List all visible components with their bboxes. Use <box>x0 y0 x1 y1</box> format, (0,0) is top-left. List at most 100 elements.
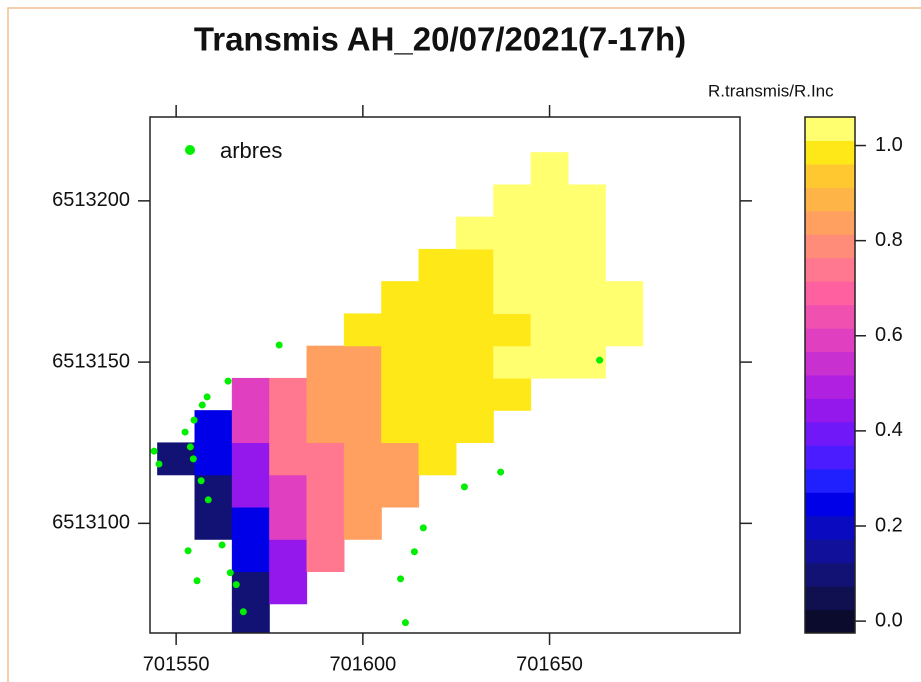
tree-point <box>193 577 201 585</box>
colorbar-band <box>805 351 855 376</box>
raster-cell <box>306 410 345 444</box>
raster-cell <box>493 377 532 411</box>
tree-point <box>239 608 247 616</box>
colorbar-band <box>805 163 855 188</box>
raster-cell <box>530 281 569 315</box>
x-tick-label: 701550 <box>143 653 210 675</box>
raster-cell <box>381 313 420 347</box>
raster-cell <box>530 345 569 379</box>
raster-cell <box>455 377 494 411</box>
raster-cell <box>418 345 457 379</box>
raster-cell <box>194 442 233 476</box>
y-tick-label: 6513100 <box>52 512 130 534</box>
tree-point <box>460 483 468 491</box>
colorbar-tick-label: 0.0 <box>875 609 903 631</box>
colorbar-band <box>805 375 855 399</box>
raster-cell <box>455 281 494 315</box>
raster-cell <box>231 539 270 573</box>
colorbar-band <box>805 257 855 282</box>
raster-cell <box>605 281 644 315</box>
raster-cell <box>231 410 270 444</box>
raster-cell <box>269 377 308 411</box>
raster-cell <box>381 410 420 444</box>
y-tick-label: 6513150 <box>52 350 130 372</box>
colorbar-band <box>805 140 855 165</box>
raster-cell <box>269 539 308 573</box>
colorbar-band <box>805 515 855 540</box>
tree-point <box>224 377 232 385</box>
tree-point <box>218 541 226 549</box>
raster-cell <box>455 248 494 282</box>
chart-title: Transmis AH_20/07/2021(7-17h) <box>194 21 686 58</box>
raster <box>150 152 644 633</box>
tree-point <box>497 468 505 476</box>
legend-marker <box>185 145 195 155</box>
colorbar-band <box>805 445 855 470</box>
tree-point <box>150 447 158 455</box>
colorbar-band <box>805 609 855 634</box>
raster-cell <box>567 313 606 347</box>
colorbar-band <box>805 328 855 353</box>
raster-cell <box>381 345 420 379</box>
raster-cell <box>530 216 569 250</box>
tree-point <box>155 460 163 468</box>
raster-cell <box>567 281 606 315</box>
colorbar-tick-label: 0.6 <box>875 324 903 346</box>
raster-cell <box>493 184 532 218</box>
tree-point <box>596 356 604 364</box>
colorbar-band <box>805 421 855 446</box>
raster-cell <box>269 474 308 508</box>
colorbar-band <box>805 539 855 564</box>
tree-point <box>186 443 194 451</box>
tree-point <box>226 569 234 577</box>
y-tick-label: 6513200 <box>52 189 130 211</box>
raster-cell <box>231 377 270 411</box>
colorbar-tick-label: 0.2 <box>875 514 903 536</box>
colorbar-band <box>805 117 855 141</box>
colorbar-band <box>805 562 855 587</box>
raster-cell <box>343 506 382 540</box>
raster-cell <box>381 474 420 508</box>
raster-cell <box>455 345 494 379</box>
raster-cell <box>306 345 345 379</box>
raster-cell <box>231 506 270 540</box>
raster-cell <box>530 313 569 347</box>
colorbar-title: R.transmis/R.Inc <box>708 81 834 100</box>
raster-cell <box>194 410 233 444</box>
raster-cell <box>493 248 532 282</box>
raster-cell <box>343 410 382 444</box>
raster-cell <box>493 345 532 379</box>
tree-point <box>190 416 198 424</box>
raster-cell <box>493 216 532 250</box>
plot-frame <box>149 116 741 634</box>
raster-cell <box>381 442 420 476</box>
raster-cell <box>455 313 494 347</box>
raster-cell <box>231 571 270 605</box>
raster-cell <box>231 474 270 508</box>
raster-cell <box>306 474 345 508</box>
raster-cell <box>455 410 494 444</box>
tree-point <box>419 524 427 532</box>
colorbar-band <box>805 187 855 212</box>
raster-cell <box>418 281 457 315</box>
colorbar-band <box>805 281 855 306</box>
raster-cell <box>343 313 382 347</box>
colorbar-band <box>805 468 855 493</box>
raster-cell <box>343 474 382 508</box>
raster-cell <box>231 603 270 633</box>
tree-point <box>197 477 205 485</box>
tree-point <box>189 455 197 463</box>
colorbar-band <box>805 304 855 329</box>
raster-cell <box>567 248 606 282</box>
raster-cell <box>418 410 457 444</box>
tree-point <box>401 619 409 627</box>
raster-cell <box>530 248 569 282</box>
raster-cell <box>381 377 420 411</box>
colorbar-tick-label: 0.4 <box>875 419 903 441</box>
raster-cell <box>306 442 345 476</box>
raster-cell <box>493 281 532 315</box>
tree-point <box>410 548 418 556</box>
raster-cell <box>530 152 569 186</box>
raster-cell <box>418 442 457 476</box>
